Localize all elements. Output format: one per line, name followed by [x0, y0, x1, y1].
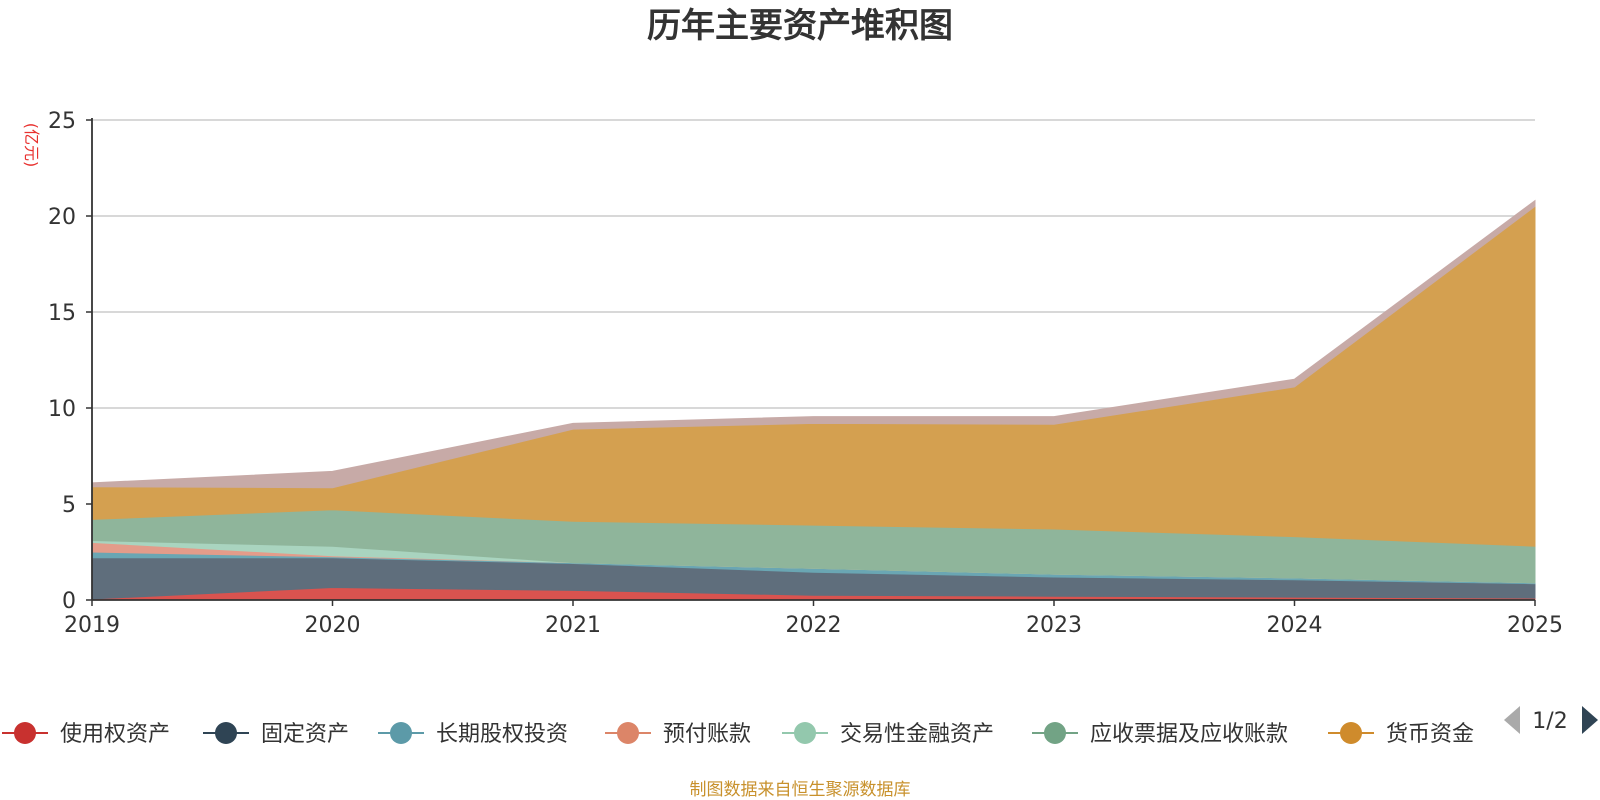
- x-tick-label: 2025: [1507, 613, 1563, 638]
- legend-prev-page-icon[interactable]: [1504, 706, 1520, 734]
- y-tick-label: 15: [48, 301, 76, 326]
- area-series-6: [91, 205, 1536, 547]
- y-tick-label: 20: [48, 205, 76, 230]
- legend-circle-icon: [1044, 722, 1066, 744]
- x-tick-label: 2021: [545, 613, 601, 638]
- y-tick-label: 10: [48, 397, 76, 422]
- legend-item-1[interactable]: 固定资产: [203, 722, 349, 747]
- area-series-7: [91, 199, 1536, 489]
- y-tick-label: 0: [62, 589, 76, 614]
- legend-label: 预付账款: [663, 722, 751, 747]
- legend-circle-icon: [14, 722, 36, 744]
- chart-title: 历年主要资产堆积图: [647, 6, 953, 46]
- x-tick-label: 2022: [786, 613, 842, 638]
- legend-label: 应收票据及应收账款: [1090, 722, 1288, 747]
- legend-circle-icon: [617, 722, 639, 744]
- legend-item-2[interactable]: 长期股权投资: [378, 722, 568, 747]
- legend-page-indicator: 1/2: [1532, 709, 1567, 734]
- legend-item-4[interactable]: 交易性金融资产: [782, 722, 994, 747]
- legend-circle-icon: [390, 722, 412, 744]
- x-tick-label: 2020: [305, 613, 361, 638]
- legend-item-0[interactable]: 使用权资产: [2, 722, 170, 747]
- y-axis-unit: (亿元): [22, 123, 41, 168]
- legend-label: 使用权资产: [60, 722, 170, 747]
- legend-next-page-icon[interactable]: [1582, 706, 1598, 734]
- legend-label: 货币资金: [1386, 722, 1474, 747]
- x-tick-label: 2019: [64, 613, 120, 638]
- area-series: [91, 199, 1536, 601]
- legend-label: 交易性金融资产: [840, 722, 994, 747]
- legend-circle-icon: [1340, 722, 1362, 744]
- x-tick-label: 2024: [1267, 613, 1323, 638]
- legend-item-6[interactable]: 货币资金: [1328, 722, 1474, 747]
- legend-item-3[interactable]: 预付账款: [605, 722, 751, 747]
- legend-circle-icon: [215, 722, 237, 744]
- legend: 使用权资产 固定资产 长期股权投资 预付账款 交易性金融资产 应收票据及应收账款 货币资金: [2, 722, 1474, 747]
- legend-circle-icon: [794, 722, 816, 744]
- legend-pager: 1/2: [1504, 706, 1598, 734]
- legend-label: 固定资产: [261, 722, 349, 747]
- data-source-note: 制图数据来自恒生聚源数据库: [690, 780, 911, 800]
- legend-item-5[interactable]: 应收票据及应收账款: [1032, 722, 1288, 747]
- x-tick-label: 2023: [1026, 613, 1082, 638]
- y-tick-label: 25: [48, 109, 76, 134]
- y-tick-label: 5: [62, 493, 76, 518]
- legend-label: 长期股权投资: [436, 722, 568, 747]
